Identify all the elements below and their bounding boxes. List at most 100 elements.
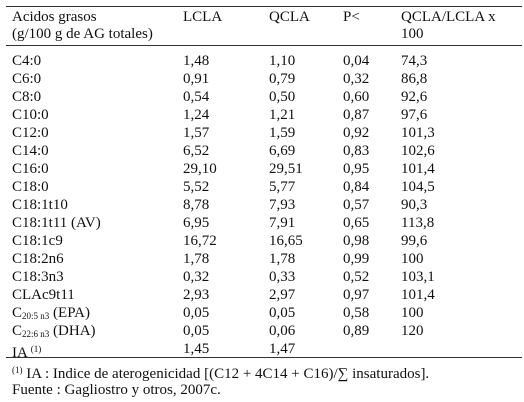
row-name: C12:0 [12, 125, 49, 141]
row-name: C6:0 [12, 71, 42, 87]
row-ratio: 90,3 [401, 197, 428, 213]
row-ratio: 74,3 [401, 53, 428, 69]
row-lcla: 1,45 [183, 341, 210, 357]
row-name: C14:0 [12, 143, 49, 159]
row-p: 0,57 [343, 197, 370, 213]
header-ratio-line2: 100 [401, 26, 424, 42]
row-p: 0,99 [343, 251, 370, 267]
table-row: C16:0 29,10 29,51 0,95 101,4 [0, 160, 524, 178]
row-p: 0,58 [343, 305, 370, 321]
row-name: C18:2n6 [12, 251, 64, 267]
row-p: 0,97 [343, 287, 370, 303]
row-p: 0,87 [343, 107, 370, 123]
row-ratio: 99,6 [401, 233, 428, 249]
table-row: C18:1t10 8,78 7,93 0,57 90,3 [0, 196, 524, 214]
row-ratio: 92,6 [401, 89, 428, 105]
row-name: C20:5 n3 (EPA) [12, 305, 90, 321]
row-p: 0,89 [343, 323, 370, 339]
footnote-marker: (1) [12, 365, 23, 375]
row-ratio: 104,5 [401, 179, 435, 195]
row-qcla: 5,77 [269, 179, 296, 195]
row-name: IA (1) [12, 344, 42, 361]
row-p: 0,84 [343, 179, 370, 195]
row-qcla: 1,21 [269, 107, 296, 123]
row-name: C18:1t11 (AV) [12, 215, 101, 231]
row-lcla: 1,48 [183, 53, 210, 69]
row-qcla: 0,50 [269, 89, 296, 105]
table-row: CLAc9t11 2,93 2,97 0,97 101,4 [0, 286, 524, 304]
table-row: C4:0 1,48 1,10 0,04 74,3 [0, 52, 524, 70]
row-qcla: 0,79 [269, 71, 296, 87]
row-name: C18:3n3 [12, 269, 64, 285]
row-ratio: 97,6 [401, 107, 428, 123]
header-ratio: QCLA/LCLA x 100 [401, 9, 496, 43]
row-p: 0,83 [343, 143, 370, 159]
table-row-dha: C22:6 n3 (DHA) 0,05 0,06 0,89 120 [0, 322, 524, 340]
row-ratio: 100 [401, 251, 424, 267]
table-row: C14:0 6,52 6,69 0,83 102,6 [0, 142, 524, 160]
row-p: 0,95 [343, 161, 370, 177]
row-ratio: 102,6 [401, 143, 435, 159]
header-rule [6, 45, 522, 46]
row-name: C8:0 [12, 89, 42, 105]
row-lcla: 0,91 [183, 71, 210, 87]
row-qcla: 1,47 [269, 341, 296, 357]
row-name: C18:1t10 [12, 197, 68, 213]
row-name: C22:6 n3 (DHA) [12, 323, 96, 339]
row-ratio: 101,3 [401, 125, 435, 141]
row-lcla: 1,78 [183, 251, 210, 267]
row-lcla: 1,24 [183, 107, 210, 123]
table-row: C18:0 5,52 5,77 0,84 104,5 [0, 178, 524, 196]
row-name: C10:0 [12, 107, 49, 123]
footnote-text: IA : Indice de aterogenicidad [(C12 + 4C… [22, 366, 430, 382]
row-lcla: 6,52 [183, 143, 210, 159]
row-p: 0,04 [343, 53, 370, 69]
row-qcla: 0,33 [269, 269, 296, 285]
row-qcla: 7,93 [269, 197, 296, 213]
table-row: C8:0 0,54 0,50 0,60 92,6 [0, 88, 524, 106]
table-row: C18:1c9 16,72 16,65 0,98 99,6 [0, 232, 524, 250]
header-fatty-acids-line2: (g/100 g de AG totales) [12, 26, 153, 42]
row-name: CLAc9t11 [12, 287, 75, 303]
header-lcla: LCLA [183, 9, 223, 25]
row-p: 0,52 [343, 269, 370, 285]
table-row-ia: IA (1) 1,45 1,47 [0, 340, 524, 361]
row-qcla: 7,91 [269, 215, 296, 231]
header-ratio-line1: QCLA/LCLA x [401, 9, 496, 25]
row-name: C18:1c9 [12, 233, 63, 249]
header-fatty-acids-line1: Acidos grasos [12, 9, 97, 25]
table-row: C18:1t11 (AV) 6,95 7,91 0,65 113,8 [0, 214, 524, 232]
row-p: 0,92 [343, 125, 370, 141]
row-name: C16:0 [12, 161, 49, 177]
row-ratio: 101,4 [401, 161, 435, 177]
row-qcla: 6,69 [269, 143, 296, 159]
table-row: C6:0 0,91 0,79 0,32 86,8 [0, 70, 524, 88]
row-lcla: 5,52 [183, 179, 210, 195]
row-lcla: 2,93 [183, 287, 210, 303]
row-p: 0,65 [343, 215, 370, 231]
row-lcla: 0,32 [183, 269, 210, 285]
row-qcla: 1,59 [269, 125, 296, 141]
row-p: 0,60 [343, 89, 370, 105]
row-ratio: 86,8 [401, 71, 428, 87]
table-bottom-rule [6, 357, 522, 358]
table-row: C10:0 1,24 1,21 0,87 97,6 [0, 106, 524, 124]
row-ratio: 103,1 [401, 269, 435, 285]
row-lcla: 29,10 [183, 161, 217, 177]
header-p: P< [343, 9, 360, 25]
row-p: 0,32 [343, 71, 370, 87]
row-p: 0,98 [343, 233, 370, 249]
row-name: C18:0 [12, 179, 49, 195]
row-ratio: 101,4 [401, 287, 435, 303]
row-lcla: 6,95 [183, 215, 210, 231]
row-qcla: 0,06 [269, 323, 296, 339]
row-ratio: 100 [401, 305, 424, 321]
header-fatty-acids: Acidos grasos (g/100 g de AG totales) [12, 9, 153, 43]
row-qcla: 1,10 [269, 53, 296, 69]
table-top-rule [6, 6, 522, 7]
row-lcla: 0,54 [183, 89, 210, 105]
table-row-epa: C20:5 n3 (EPA) 0,05 0,05 0,58 100 [0, 304, 524, 322]
row-ratio: 113,8 [401, 215, 435, 231]
row-qcla: 16,65 [269, 233, 303, 249]
